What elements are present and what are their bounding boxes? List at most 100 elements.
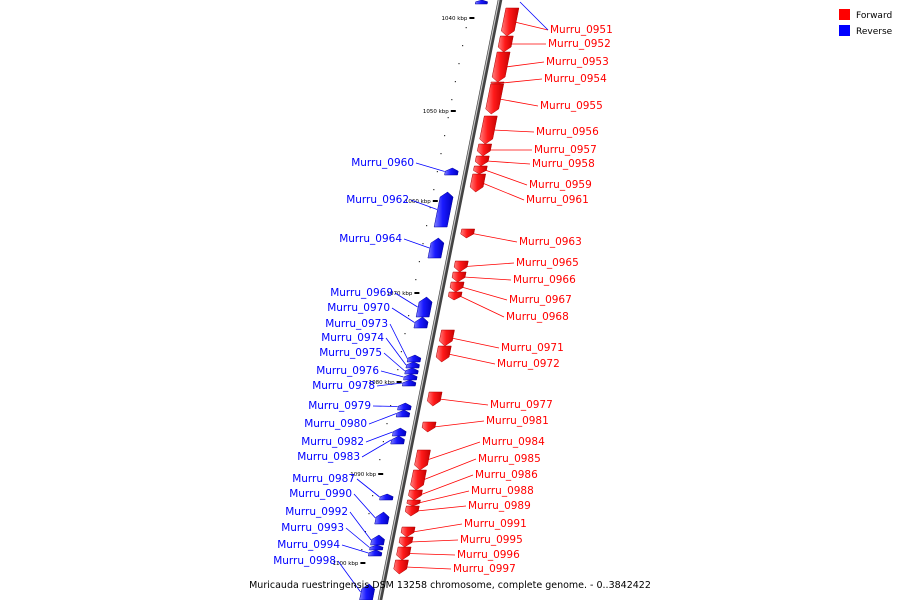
forward-gene-arrow [406,499,421,507]
forward-gene-arrow [491,51,511,83]
kbp-minor-tick [436,171,438,173]
chromosome-highlight [378,0,500,600]
gene-label: Murru_0990 [289,488,352,500]
forward-gene-arrow [490,81,505,85]
kbp-minor-tick [447,117,449,119]
leader-line [415,162,445,172]
kbp-minor-tick [404,333,406,335]
gene-label: Murru_0965 [516,257,579,269]
gene-label: Murru_0961 [526,194,589,206]
leader-line [459,295,505,318]
forward-gene-arrow [497,35,514,53]
leader-line [353,493,376,519]
kbp-minor-tick [400,351,402,353]
leader-line [416,505,467,512]
gene-label: Murru_0998 [273,555,336,567]
gene-label: Murru_0993 [281,522,344,534]
gene-label: Murru_0987 [292,473,355,485]
gene-label: Murru_0986 [475,469,538,481]
gene-label: Murru_0959 [529,179,592,191]
forward-gene-arrow [404,505,420,517]
gene-label: Murru_0973 [325,318,388,330]
leader-line [410,539,459,543]
kbp-minor-tick [390,405,392,407]
kbp-minor-tick [364,531,366,533]
kbp-minor-tick [444,135,446,137]
kbp-minor-tick [433,189,435,191]
reverse-gene-arrow [395,409,411,418]
reverse-gene-arrow [433,191,454,228]
reverse-gene-arrow [374,511,390,525]
legend: Forward Reverse [839,9,893,37]
leader-line [419,474,474,496]
gene-label: Murru_0980 [304,418,367,430]
kbp-minor-tick [354,585,356,587]
gene-label: Murru_0997 [453,563,516,575]
leader-line [403,238,430,249]
kbp-tick-label: 1090 kbp [350,472,376,478]
leader-line [514,21,549,31]
forward-gene-arrow [451,271,467,283]
forward-gene-arrow [396,546,412,561]
leader-line [380,370,404,378]
leader-line [412,523,463,533]
gene-label: Murru_0963 [519,236,582,248]
reverse-gene-arrow [379,493,394,501]
gene-label: Murru_0978 [312,380,375,392]
legend-forward-label: Forward [856,11,892,21]
leader-line [349,511,372,541]
kbp-tick-label: 1070 kbp [386,291,412,297]
forward-gene-arrow [435,345,452,363]
leader-line [391,307,415,323]
reverse-gene-arrow [413,316,429,329]
kbp-minor-tick [361,549,363,551]
reverse-gene-arrow [391,427,407,437]
gene-label: Murru_0962 [346,194,409,206]
leader-line [486,160,531,165]
leader-line [345,527,370,548]
reverse-gene-arrow [401,379,417,387]
gene-label: Murru_0984 [482,436,545,448]
kbp-tick-layer: 1040 kbp 1050 kbp 1060 kbp 1070 kbp 1080 kbp… [332,16,475,587]
kbp-tick-label: 1050 kbp [423,109,449,115]
gene-label: Murru_0979 [308,400,371,412]
leader-line [368,413,397,425]
leader-line [372,405,398,407]
leader-line-layer [337,1,549,593]
leader-line [385,337,407,366]
reverse-gene-arrow [397,402,412,411]
forward-gene-arrow [421,421,437,433]
leader-line [418,490,470,504]
gene-label: Murru_0966 [513,274,576,286]
kbp-minor-tick [372,495,374,497]
forward-gene-arrow [479,115,498,145]
kbp-minor-tick [408,315,410,317]
kbp-minor-tick [422,243,424,245]
reverse-gene-arrow [359,583,375,600]
kbp-minor-tick [451,99,453,101]
kbp-minor-tick [440,153,442,155]
leader-line [337,560,361,593]
legend-forward-swatch [839,9,850,20]
forward-gene-arrow [460,228,476,239]
gene-label: Murru_0956 [536,126,599,138]
reverse-gene-arrow [405,361,420,369]
gene-label: Murru_0953 [546,56,609,68]
leader-line [502,78,543,84]
gene-label: Murru_0970 [327,302,390,314]
leader-line [341,544,369,554]
reverse-gene-arrow [415,296,433,318]
leader-line [408,553,456,556]
kbp-minor-tick [379,459,381,461]
gene-layer [359,0,520,600]
leader-line [484,169,528,186]
forward-gene-arrow [453,260,469,273]
kbp-minor-tick [465,27,467,29]
forward-gene-arrow [400,526,416,538]
forward-gene-arrow [473,165,488,175]
leader-line [356,478,380,498]
gene-label: Murru_0995 [460,534,523,546]
gene-label: Murru_0989 [468,500,531,512]
gene-label: Murru_0994 [277,539,340,551]
leader-line [505,61,545,68]
